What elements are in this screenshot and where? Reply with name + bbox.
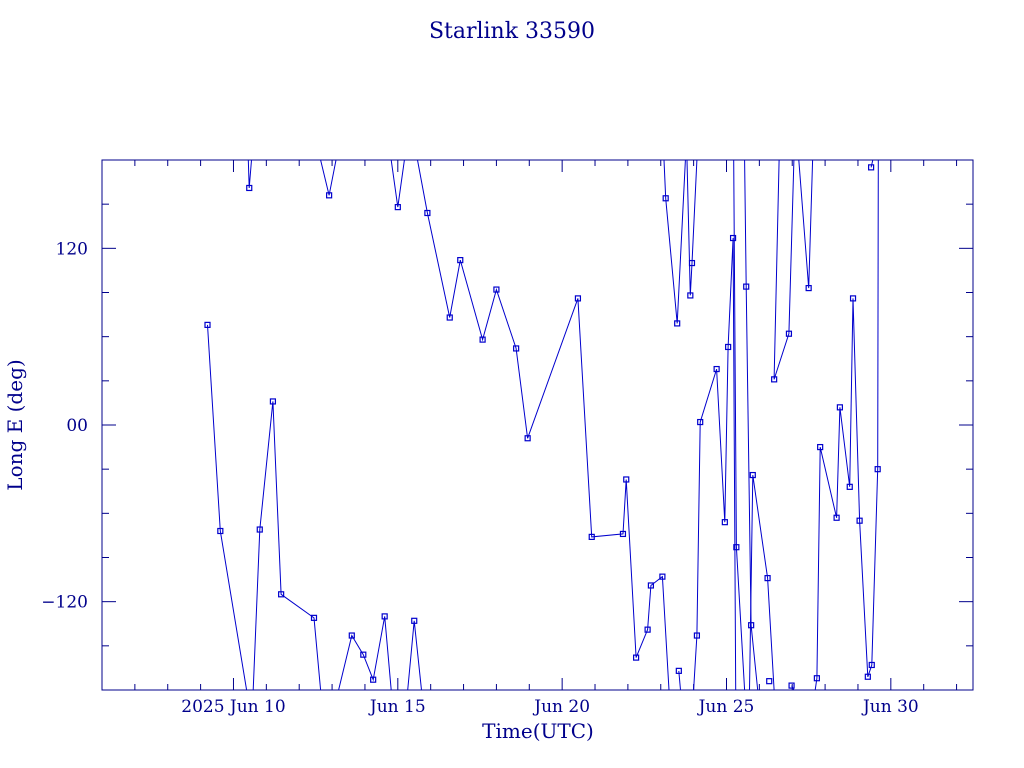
series-line <box>678 670 681 690</box>
data-point-marker <box>326 192 333 199</box>
data-point-marker <box>633 654 640 661</box>
data-point-marker <box>348 632 355 639</box>
data-point-marker <box>721 519 728 526</box>
data-point-marker <box>310 614 318 621</box>
series-line <box>663 160 686 324</box>
y-axis-label: Long E (deg) <box>3 359 27 490</box>
data-point-marker <box>588 533 595 540</box>
series-line <box>749 475 775 690</box>
data-point-marker <box>394 204 401 211</box>
series-line <box>773 160 795 380</box>
data-point-marker <box>675 667 682 674</box>
series-line <box>814 160 879 690</box>
data-point-marker <box>217 527 224 535</box>
series-line <box>870 160 874 168</box>
data-point-marker <box>479 336 486 343</box>
data-point-marker <box>771 376 778 383</box>
data-point-marker <box>733 544 740 551</box>
series-line <box>407 620 422 690</box>
data-point-marker <box>864 673 871 680</box>
data-point-marker <box>836 404 843 411</box>
data-point-marker <box>513 345 520 352</box>
data-point-marker <box>788 682 795 689</box>
data-point-marker <box>269 398 277 405</box>
data-point-marker <box>446 314 453 321</box>
series-line <box>207 324 248 690</box>
data-point-marker <box>574 295 582 302</box>
series-line <box>338 616 392 690</box>
data-point-marker <box>713 365 720 373</box>
data-point-marker <box>370 676 377 683</box>
data-point-marker <box>360 651 367 658</box>
data-point-marker <box>743 283 750 290</box>
data-point-marker <box>785 330 793 337</box>
data-point-marker <box>725 343 732 351</box>
data-point-marker <box>246 184 253 192</box>
data-point-marker <box>849 295 857 302</box>
series-line <box>320 160 337 196</box>
data-point-marker <box>833 514 840 521</box>
series-line <box>417 160 670 690</box>
data-point-marker <box>424 209 431 217</box>
x-tick-label: Jun 25 <box>697 697 755 717</box>
data-point-marker <box>813 675 820 682</box>
data-point-marker <box>662 195 669 202</box>
data-point-marker <box>619 530 627 538</box>
series-line <box>733 160 746 690</box>
data-point-marker <box>674 320 681 327</box>
series-line <box>252 401 322 690</box>
y-tick-label: 00 <box>66 416 88 436</box>
data-point-marker <box>846 483 853 490</box>
data-point-marker <box>411 617 418 624</box>
data-point-marker <box>868 164 875 171</box>
y-tick-label: −120 <box>41 593 88 613</box>
data-point-marker <box>256 526 263 533</box>
data-point-marker <box>278 591 285 598</box>
data-point-marker <box>688 259 696 267</box>
data-point-marker <box>697 418 704 426</box>
data-point-marker <box>381 613 388 620</box>
data-point-marker <box>764 575 771 582</box>
x-tick-label: Jun 30 <box>861 697 919 717</box>
data-point-marker <box>874 466 881 473</box>
data-point-marker <box>766 678 773 685</box>
data-point-marker <box>868 661 875 669</box>
data-point-marker <box>856 517 863 524</box>
data-point-marker <box>805 284 812 292</box>
data-point-marker <box>647 582 654 589</box>
data-point-marker <box>623 476 630 483</box>
data-point-marker <box>204 321 211 328</box>
data-point-marker <box>729 234 737 242</box>
series-line <box>247 160 252 189</box>
data-point-marker <box>644 626 651 633</box>
tick-labels: 2025 Jun 10 Jun 15 Jun 20 Jun 25 Jun 30 120 00… <box>41 239 918 717</box>
data-point-marker <box>749 471 756 479</box>
data-point-marker <box>817 443 824 451</box>
x-tick-label: Jun 20 <box>532 697 590 717</box>
chart-title: Starlink 33590 <box>429 19 595 44</box>
data-point-marker <box>693 632 701 639</box>
data-point-marker <box>457 257 464 264</box>
data-point-marker <box>748 622 755 629</box>
series-line <box>686 160 698 296</box>
y-tick-label: 120 <box>56 239 88 259</box>
data-point-marker <box>493 286 500 293</box>
series-line <box>798 160 814 289</box>
x-tick-label: 2025 Jun 10 <box>181 697 285 717</box>
data-point-marker <box>659 573 666 580</box>
series-line <box>693 237 737 690</box>
data-point-marker <box>524 435 531 442</box>
series-line <box>390 160 405 208</box>
data-point-marker <box>687 292 694 299</box>
x-axis-label: Time(UTC) <box>482 719 594 743</box>
series-line <box>744 160 759 690</box>
series-layer <box>204 160 881 690</box>
x-tick-label: Jun 15 <box>368 697 426 717</box>
